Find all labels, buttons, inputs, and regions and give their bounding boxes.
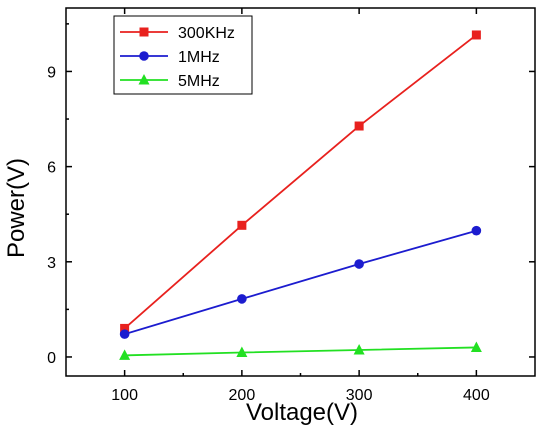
data-point xyxy=(470,341,482,352)
series-line xyxy=(124,346,477,357)
legend-marker xyxy=(138,74,150,85)
axes: 100 200 300 400 0 3 6 9 xyxy=(47,7,536,404)
series-1MHz xyxy=(119,225,482,339)
x-tick-label: 200 xyxy=(229,387,256,404)
series-5MHz xyxy=(119,341,482,360)
data-point xyxy=(471,30,481,40)
legend-box xyxy=(113,15,253,95)
legend-label: 5MHz xyxy=(178,73,220,90)
data-point xyxy=(354,259,364,269)
data-point xyxy=(471,225,482,236)
y-tick-label: 0 xyxy=(47,350,56,367)
data-point xyxy=(119,349,131,360)
series-300KHz xyxy=(120,30,481,333)
data-point xyxy=(237,220,247,230)
plot-area xyxy=(119,30,482,360)
legend-label: 300KHz xyxy=(178,25,235,42)
y-tick-label: 6 xyxy=(47,160,56,177)
series-line xyxy=(124,34,477,330)
legend-marker xyxy=(139,51,149,61)
x-tick-label: 100 xyxy=(111,387,138,404)
x-tick-label: 300 xyxy=(346,387,373,404)
y-tick-label: 9 xyxy=(47,64,56,81)
legend-marker xyxy=(139,27,149,37)
data-point xyxy=(237,294,247,304)
y-tick-label: 3 xyxy=(47,255,56,272)
data-point xyxy=(353,343,365,355)
data-point xyxy=(119,329,130,339)
data-point xyxy=(236,346,248,358)
y-axis-title: Power(V) xyxy=(3,158,30,258)
data-point xyxy=(354,121,364,131)
series-line xyxy=(124,229,477,335)
x-tick-label: 400 xyxy=(463,387,490,404)
x-axis-title: Voltage(V) xyxy=(246,399,358,426)
legend-label: 1MHz xyxy=(178,49,220,66)
legend: 300KHz 1MHz 5MHz xyxy=(113,15,253,95)
data-point xyxy=(120,323,130,333)
